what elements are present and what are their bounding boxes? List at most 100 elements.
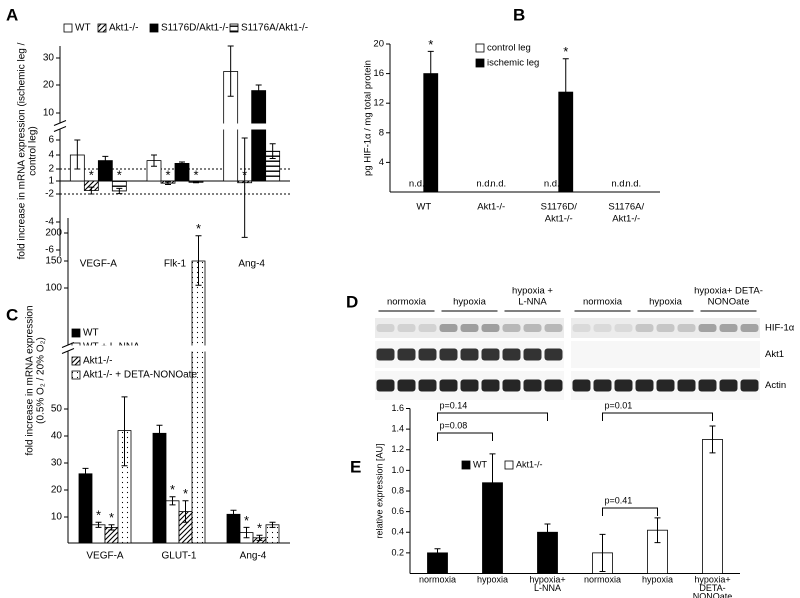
- legend-swatch: [149, 23, 159, 33]
- error-bar: [269, 143, 276, 159]
- y-tick-label: 30: [43, 53, 55, 64]
- blot-band: [614, 379, 633, 392]
- legend-label: S1176D/Akt1-/-: [161, 23, 229, 34]
- blot-band: [635, 379, 654, 392]
- y-tick-label: 1.2: [391, 444, 404, 454]
- error-bar: [182, 500, 189, 523]
- legend-label: WT: [473, 459, 487, 469]
- significance-mark: *: [196, 221, 201, 236]
- y-tick-label: 12: [373, 98, 384, 109]
- blot-band: [677, 379, 696, 392]
- x-tick-label: VEGF-A: [80, 259, 118, 270]
- legend-label: ischemic leg: [487, 58, 539, 69]
- error-bar: [255, 84, 262, 97]
- x-tick-label: NONOate: [693, 591, 733, 598]
- significance-mark: *: [428, 37, 433, 52]
- y-tick-label: 0.4: [391, 527, 404, 537]
- y-axis-label: fold increase in mRNA expression: [25, 305, 36, 455]
- error-bar: [88, 186, 95, 195]
- y-tick-label: 0.2: [391, 547, 404, 557]
- bar: [78, 473, 93, 544]
- blot-band: [460, 379, 479, 392]
- y-tick-label: 10: [43, 108, 55, 119]
- blot-band: [677, 324, 696, 332]
- p-value: p=0.08: [440, 420, 468, 430]
- x-tick-label: S1176D/: [541, 202, 578, 213]
- panel-label: B: [513, 5, 525, 24]
- significance-mark: *: [242, 167, 247, 182]
- blot-band: [376, 379, 395, 392]
- value-label: n.d.: [611, 179, 627, 190]
- y-tick-label: 150: [45, 256, 62, 267]
- bar: [191, 260, 206, 544]
- blot-band: [544, 379, 563, 392]
- x-tick-label: WT: [416, 202, 431, 213]
- x-tick-label: hypoxia: [642, 574, 673, 584]
- y-tick-label: 6: [48, 135, 54, 146]
- error-bar: [243, 526, 250, 539]
- legend-label: Akt1-/-: [83, 356, 112, 367]
- error-bar: [82, 467, 89, 480]
- error-bar: [256, 534, 263, 541]
- blot-strip: [571, 341, 760, 368]
- legend-label: Akt1-/- + DETA-NONOate: [83, 370, 197, 381]
- significance-mark: *: [244, 513, 249, 528]
- blot-band: [376, 348, 395, 361]
- y-tick-label: 1: [48, 176, 54, 187]
- significance-mark: *: [257, 521, 262, 536]
- axis-break-gap: [54, 123, 290, 130]
- error-bar: [116, 187, 123, 195]
- legend-label: WT: [83, 328, 99, 339]
- error-bar: [562, 58, 569, 126]
- bar: [152, 432, 167, 544]
- blot-band: [418, 324, 437, 332]
- significance-bracket: [602, 507, 658, 516]
- value-label: n.d.: [409, 179, 425, 190]
- blot-group-label: hypoxia +: [512, 286, 553, 297]
- legend-swatch: [475, 58, 485, 68]
- blot-band: [698, 324, 717, 332]
- y-axis-label: fold increase in mRNA expression (ischem…: [17, 42, 28, 259]
- y-tick-label: 4: [48, 150, 54, 161]
- bar: [702, 439, 723, 574]
- error-bar: [102, 155, 109, 166]
- legend-swatch: [229, 23, 239, 33]
- x-tick-label: Akt1-/-: [612, 214, 640, 225]
- x-tick-label: DETA-: [699, 583, 725, 593]
- legend-swatch: [63, 23, 73, 33]
- legend-swatch: [71, 370, 81, 380]
- x-tick-label: L-NNA: [534, 583, 561, 593]
- blot-band: [397, 379, 416, 392]
- blot-band: [397, 348, 416, 361]
- y-tick-label: -6: [45, 245, 54, 256]
- error-bar: [193, 181, 199, 184]
- error-bar: [489, 453, 496, 513]
- legend-label: WT: [75, 23, 91, 34]
- blot-band: [523, 379, 542, 392]
- x-tick-label: Ang-4: [238, 259, 265, 270]
- y-tick-label: 20: [51, 485, 63, 496]
- error-bar: [599, 533, 606, 572]
- x-tick-label: VEGF-A: [86, 551, 124, 562]
- legend-label: Akt1-/-: [109, 23, 138, 34]
- panel-label: E: [350, 457, 361, 476]
- blot-band: [502, 348, 521, 361]
- blot-band: [614, 324, 633, 332]
- y-tick-label: 0.6: [391, 506, 404, 516]
- x-tick-label: Akt1-/-: [545, 214, 573, 225]
- blot-band: [635, 324, 654, 332]
- error-bar: [156, 424, 163, 442]
- error-bar: [151, 154, 157, 167]
- error-bar: [427, 50, 434, 97]
- y-tick-label: 16: [373, 68, 384, 79]
- significance-bracket: [602, 412, 713, 421]
- blot-group-label: normoxia: [387, 297, 427, 308]
- error-bar: [121, 396, 128, 467]
- y-tick-label: 1.6: [391, 403, 404, 413]
- y-tick-label: 0.8: [391, 485, 404, 495]
- legend-label: control leg: [487, 43, 531, 54]
- y-tick-label: 20: [43, 80, 55, 91]
- value-label: n.d.: [544, 179, 560, 190]
- blot-band: [502, 324, 521, 332]
- error-bar: [195, 235, 202, 286]
